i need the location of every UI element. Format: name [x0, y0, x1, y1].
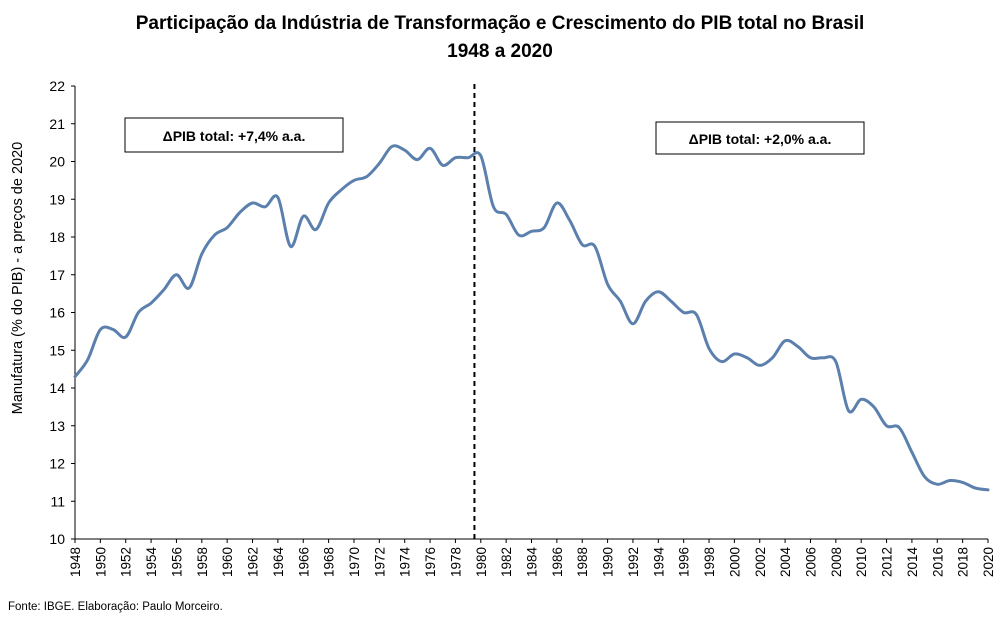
y-tick-label: 19 [49, 191, 65, 207]
x-tick-label: 1966 [296, 547, 311, 577]
x-tick-label: 1976 [423, 547, 438, 577]
y-tick-label: 14 [49, 380, 65, 396]
x-tick-label: 1992 [626, 547, 641, 577]
x-tick-label: 1960 [220, 547, 235, 577]
x-tick-label: 1950 [93, 547, 108, 577]
x-tick-label: 2008 [829, 547, 844, 577]
x-tick-label: 1956 [169, 547, 184, 577]
y-tick-label: 21 [49, 116, 65, 132]
chart-title: Participação da Indústria de Transformaç… [135, 13, 865, 34]
x-tick-label: 1998 [702, 547, 717, 577]
x-tick-label: 1996 [677, 547, 692, 577]
x-tick-label: 2006 [803, 547, 818, 577]
x-tick-label: 2012 [880, 547, 895, 577]
x-tick-label: 1990 [601, 547, 616, 577]
x-tick-label: 2018 [956, 547, 971, 577]
x-tick-label: 2010 [854, 547, 869, 577]
annotation-box-after-1980: ΔPIB total: +2,0% a.a. [655, 121, 865, 155]
y-axis-label: Manufatura (% do PIB) - a preços de 2020 [10, 142, 26, 414]
x-tick-label: 1958 [195, 547, 210, 577]
y-tick-label: 12 [49, 456, 65, 472]
y-tick-label: 11 [50, 493, 65, 509]
x-tick-label: 1988 [575, 547, 590, 577]
y-axis-ticks: 10 11 12 13 14 15 16 17 18 19 20 21 22 [49, 78, 75, 547]
x-tick-label: 2020 [981, 547, 996, 577]
source-note: Fonte: IBGE. Elaboração: Paulo Morceiro. [8, 601, 223, 613]
annotation-text-before-1980: ΔPIB total: +7,4% a.a. [163, 128, 306, 144]
x-tick-label: 1954 [144, 547, 159, 578]
x-tick-label: 2014 [905, 547, 920, 578]
x-tick-label: 2002 [753, 547, 768, 577]
y-tick-label: 13 [49, 418, 65, 434]
x-tick-label: 1986 [550, 547, 565, 577]
series-line [73, 144, 990, 492]
y-tick-label: 15 [49, 342, 65, 358]
y-tick-label: 18 [49, 229, 65, 245]
annotation-box-before-1980: ΔPIB total: +7,4% a.a. [124, 117, 344, 153]
chart-subtitle: 1948 a 2020 [447, 41, 553, 62]
x-tick-label: 1968 [322, 547, 337, 577]
x-tick-label: 1952 [119, 547, 134, 577]
x-tick-label: 1994 [651, 547, 666, 578]
x-tick-label: 2004 [778, 547, 793, 578]
x-tick-label: 1970 [347, 547, 362, 577]
y-tick-label: 20 [49, 154, 65, 170]
y-tick-label: 22 [49, 78, 65, 94]
y-tick-label: 10 [49, 531, 65, 547]
x-tick-label: 1982 [499, 547, 514, 577]
x-tick-label: 1948 [68, 547, 83, 577]
x-tick-label: 1962 [246, 547, 261, 577]
x-axis-ticks: 1948 1950 1952 1954 1956 1958 1960 1962 1964 1966… [68, 539, 996, 577]
x-tick-label: 1972 [372, 547, 387, 577]
x-tick-label: 2016 [930, 547, 945, 577]
y-tick-label: 17 [49, 267, 65, 283]
x-tick-label: 2000 [727, 547, 742, 577]
x-tick-label: 1964 [271, 547, 286, 578]
x-tick-label: 1980 [474, 547, 489, 577]
x-tick-label: 1974 [398, 547, 413, 578]
x-tick-label: 1978 [448, 547, 463, 577]
annotation-text-after-1980: ΔPIB total: +2,0% a.a. [689, 131, 832, 147]
x-tick-label: 1984 [525, 547, 540, 578]
y-tick-label: 16 [49, 305, 65, 321]
